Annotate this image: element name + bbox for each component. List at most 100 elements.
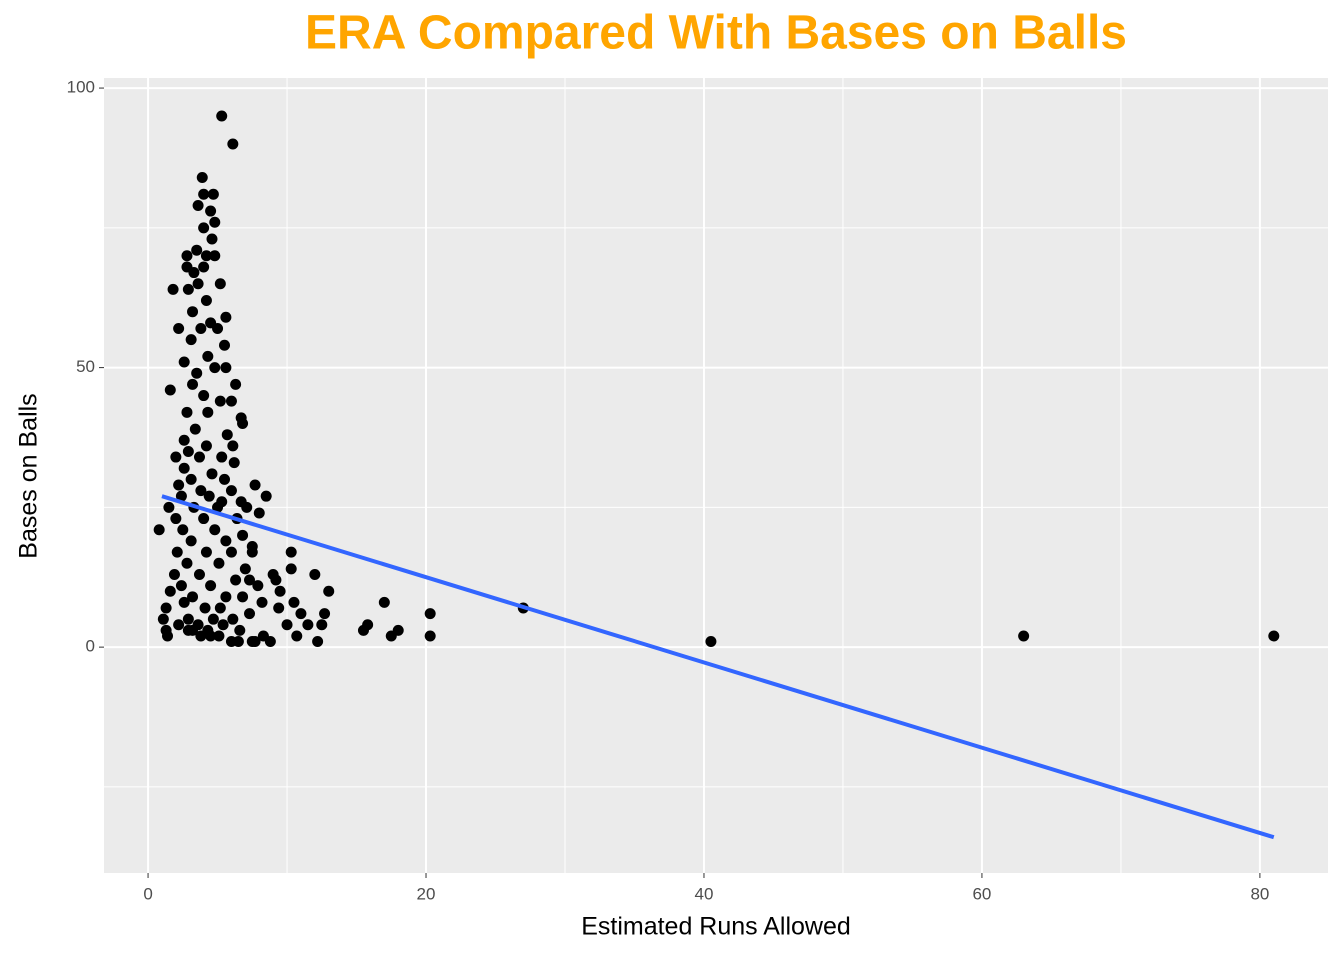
point [200, 295, 212, 307]
point [202, 406, 214, 418]
point [267, 568, 279, 580]
point [319, 608, 331, 620]
point [424, 608, 436, 620]
point [214, 278, 226, 290]
point [207, 613, 219, 625]
point [225, 485, 237, 497]
point [191, 244, 203, 256]
point [220, 591, 232, 603]
point [239, 563, 251, 575]
point [198, 261, 210, 273]
point [181, 250, 193, 262]
point [196, 172, 208, 184]
point [237, 529, 249, 541]
point [153, 524, 165, 536]
point [218, 473, 230, 485]
point [181, 557, 193, 569]
point [191, 367, 203, 379]
point [216, 110, 228, 122]
point [193, 568, 205, 580]
point [178, 596, 190, 608]
point [160, 602, 172, 614]
chart-title: ERA Compared With Bases on Balls [305, 7, 1127, 60]
point [192, 199, 204, 211]
point [200, 440, 212, 452]
x-tick-label: 60 [972, 884, 991, 903]
point [232, 636, 244, 648]
point [227, 440, 239, 452]
point [230, 378, 242, 390]
point [285, 563, 297, 575]
point [187, 378, 199, 390]
point [1268, 630, 1280, 642]
point [178, 434, 190, 446]
point [173, 619, 185, 631]
point [193, 451, 205, 463]
y-tick-label: 50 [76, 357, 95, 376]
point [357, 624, 369, 636]
point [424, 630, 436, 642]
point [198, 390, 210, 402]
point [302, 619, 314, 631]
point [209, 250, 221, 262]
point [244, 608, 256, 620]
point [195, 485, 207, 497]
point [195, 630, 207, 642]
point [212, 322, 224, 334]
point [181, 406, 193, 418]
point [175, 580, 187, 592]
x-tick-label: 40 [695, 884, 714, 903]
point [164, 585, 176, 597]
point [212, 501, 224, 513]
point [216, 451, 228, 463]
point [185, 473, 197, 485]
point [227, 613, 239, 625]
point [203, 490, 215, 502]
point [209, 216, 221, 228]
point [252, 580, 264, 592]
x-tick-label: 0 [143, 884, 152, 903]
point [237, 591, 249, 603]
point [173, 322, 185, 334]
point [256, 596, 268, 608]
point [207, 188, 219, 200]
point [163, 501, 175, 513]
point [378, 596, 390, 608]
x-tick-label: 20 [417, 884, 436, 903]
point [253, 507, 265, 519]
point [202, 350, 214, 362]
y-tick-label: 100 [67, 78, 95, 97]
point [230, 574, 242, 586]
point [249, 479, 261, 491]
point [220, 362, 232, 374]
y-tick-label: 0 [86, 637, 95, 656]
point [168, 568, 180, 580]
point [192, 278, 204, 290]
panel [104, 78, 1328, 873]
point [227, 138, 239, 150]
point [257, 630, 269, 642]
point [205, 205, 217, 217]
point [260, 490, 272, 502]
point [178, 356, 190, 368]
point [175, 490, 187, 502]
point [187, 624, 199, 636]
point [198, 188, 210, 200]
point [162, 630, 174, 642]
point [188, 267, 200, 279]
point [205, 630, 217, 642]
point [182, 445, 194, 457]
point [225, 395, 237, 407]
point [228, 457, 240, 469]
point [185, 535, 197, 547]
point [157, 613, 169, 625]
point [214, 602, 226, 614]
point [244, 574, 256, 586]
point [200, 250, 212, 262]
y-axis-title: Bases on Balls [15, 393, 43, 558]
point [205, 580, 217, 592]
point [189, 423, 201, 435]
point [167, 283, 179, 295]
point [164, 384, 176, 396]
point [249, 636, 261, 648]
